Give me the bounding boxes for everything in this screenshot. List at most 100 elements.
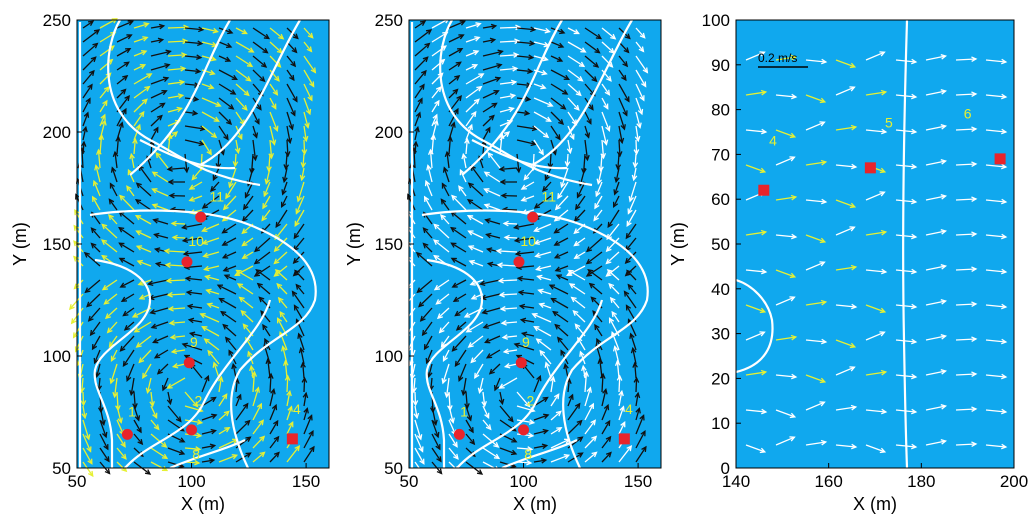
- contour-line: [501, 439, 578, 470]
- vector-arrow: [228, 167, 237, 189]
- vector-arrow: [222, 195, 237, 211]
- circle-marker: [195, 211, 207, 223]
- vector-arrow: [483, 188, 501, 197]
- vector-arrow: [135, 182, 152, 197]
- vector-arrow: [550, 69, 570, 80]
- vector-arrow: [630, 346, 637, 365]
- vector-arrow: [201, 125, 218, 139]
- vector-arrow: [91, 335, 101, 351]
- vector-arrow: [955, 231, 978, 238]
- vector-arrow: [435, 293, 450, 305]
- vector-arrow: [201, 237, 220, 245]
- vector-arrow: [216, 284, 237, 295]
- contour-line: [902, 19, 909, 469]
- vector-arrow: [499, 405, 514, 423]
- vector-arrow: [282, 359, 289, 379]
- vector-arrow: [241, 209, 254, 223]
- vector-arrow: [269, 97, 277, 110]
- vector-arrow: [201, 83, 215, 90]
- vector-arrow: [152, 218, 169, 225]
- vector-arrow: [101, 239, 118, 253]
- vector-arrow: [281, 181, 288, 196]
- vector-arrow: [495, 248, 518, 254]
- vector-arrow: [450, 242, 467, 253]
- vector-arrow: [188, 195, 203, 202]
- vector-arrow: [252, 27, 271, 40]
- vector-arrow: [745, 164, 767, 174]
- vector-arrow: [618, 405, 625, 421]
- vector-arrow: [218, 83, 237, 95]
- vector-arrow: [614, 167, 620, 184]
- vector-arrow: [925, 404, 948, 411]
- vector-arrow: [99, 85, 110, 99]
- vector-arrow: [269, 83, 279, 96]
- vector-arrow: [282, 167, 288, 184]
- vector-arrow: [145, 377, 152, 394]
- vector-arrow: [775, 269, 797, 279]
- vector-arrow: [601, 69, 612, 82]
- vector-arrow: [513, 342, 535, 351]
- vector-arrow: [416, 279, 433, 294]
- square-marker: [758, 184, 770, 196]
- vector-arrow: [865, 191, 886, 201]
- vector-arrow: [448, 34, 465, 43]
- vector-arrow: [256, 282, 271, 295]
- vector-arrow: [136, 259, 152, 267]
- vector-arrow: [286, 111, 294, 131]
- vector-arrow: [186, 303, 203, 310]
- vector-arrow: [985, 198, 1008, 205]
- vector-arrow: [235, 27, 248, 35]
- vector-arrow: [567, 55, 586, 68]
- vector-arrow: [218, 97, 235, 110]
- contour-label: 2: [195, 392, 203, 408]
- vector-arrow: [118, 242, 135, 253]
- vector-arrow: [550, 125, 561, 141]
- vector-arrow: [482, 23, 498, 30]
- vector-arrow: [533, 111, 552, 122]
- vector-arrow: [567, 97, 580, 111]
- vector-arrow: [80, 140, 87, 155]
- vector-arrow: [775, 233, 798, 240]
- vector-arrow: [465, 110, 477, 127]
- vector-arrow: [533, 97, 554, 107]
- vector-arrow: [618, 445, 633, 463]
- vector-arrow: [421, 321, 433, 337]
- vector-arrow: [218, 69, 238, 80]
- vector-arrow: [269, 111, 279, 132]
- vector-arrow: [574, 195, 586, 211]
- vector-arrow: [110, 166, 118, 183]
- vector-arrow: [422, 242, 433, 253]
- contour-label: 4: [293, 401, 301, 417]
- vector-arrow: [414, 125, 420, 141]
- vector-arrow: [168, 320, 186, 326]
- vector-arrow: [454, 349, 467, 368]
- vector-arrow: [601, 435, 612, 449]
- vector-arrow: [925, 54, 948, 61]
- vector-arrow: [499, 93, 517, 99]
- vector-arrow: [550, 83, 569, 95]
- vector-arrow: [985, 128, 1008, 135]
- vector-arrow: [535, 338, 552, 351]
- vector-arrow: [161, 377, 169, 392]
- vector-arrow: [955, 371, 978, 378]
- vector-arrow: [166, 377, 186, 389]
- vector-arrow: [516, 26, 537, 33]
- vector-arrow: [301, 376, 308, 393]
- vector-arrow: [895, 373, 918, 380]
- vector-arrow: [567, 69, 584, 82]
- vector-arrow: [484, 335, 501, 344]
- vector-arrow: [123, 321, 135, 331]
- vector-arrow: [618, 97, 628, 117]
- vector-arrow: [116, 433, 126, 448]
- x-tick-label: 140: [722, 472, 750, 491]
- vector-arrow: [170, 220, 186, 227]
- contour-line: [531, 19, 633, 166]
- vector-arrow: [133, 85, 151, 99]
- y-tick-label: 100: [43, 347, 71, 366]
- vector-arrow: [201, 111, 220, 122]
- vector-arrow: [567, 83, 582, 97]
- vector-arrow: [465, 85, 483, 99]
- vector-arrow: [294, 269, 305, 281]
- vector-arrow: [433, 279, 450, 291]
- vector-arrow: [985, 58, 1008, 65]
